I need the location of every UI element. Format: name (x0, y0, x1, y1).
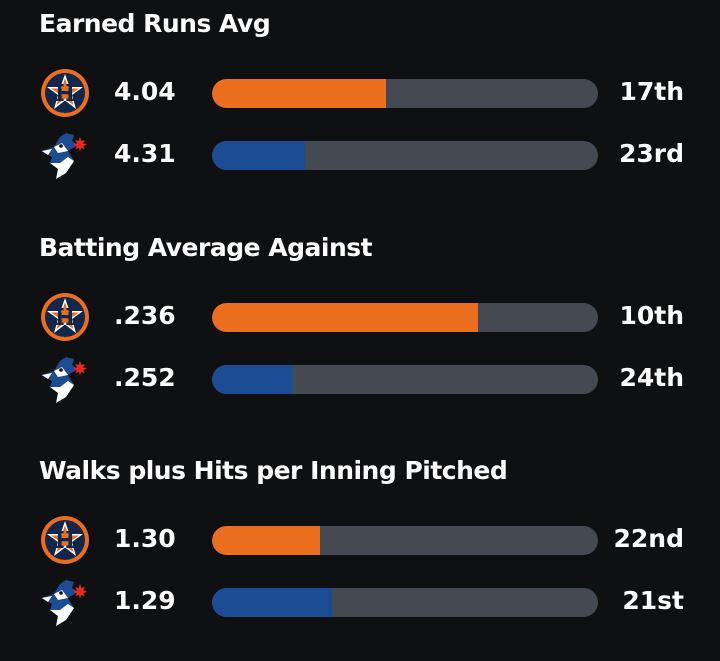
bar-track (212, 141, 598, 170)
bluejays-logo-icon (38, 353, 92, 405)
league-rank: 10th (619, 301, 684, 330)
bar-fill (212, 141, 305, 170)
league-rank: 21st (622, 586, 684, 615)
stat-value: 4.31 (114, 139, 176, 168)
team-row-bluejays: 1.29 21st (0, 574, 720, 630)
team-row-astros: .236 10th (0, 289, 720, 345)
bar-track (212, 303, 598, 332)
bar-track (212, 365, 598, 394)
bar-fill (212, 79, 386, 108)
bar-fill (212, 526, 320, 555)
stat-title: Earned Runs Avg (39, 9, 271, 38)
stat-value: 4.04 (114, 77, 176, 106)
team-row-bluejays: 4.31 23rd (0, 127, 720, 183)
bar-fill (212, 588, 332, 617)
stat-title: Walks plus Hits per Inning Pitched (39, 456, 508, 485)
league-rank: 24th (619, 363, 684, 392)
stat-value: .252 (114, 363, 176, 392)
bluejays-logo-icon (38, 576, 92, 628)
league-rank: 22nd (613, 524, 684, 553)
team-row-bluejays: .252 24th (0, 351, 720, 407)
stat-title: Batting Average Against (39, 233, 373, 262)
bar-track (212, 526, 598, 555)
astros-logo-icon (38, 67, 92, 119)
league-rank: 17th (619, 77, 684, 106)
bar-fill (212, 303, 478, 332)
team-row-astros: 4.04 17th (0, 65, 720, 121)
stat-value: 1.30 (114, 524, 176, 553)
stat-value: .236 (114, 301, 176, 330)
bar-track (212, 79, 598, 108)
astros-logo-icon (38, 291, 92, 343)
league-rank: 23rd (618, 139, 684, 168)
bluejays-logo-icon (38, 129, 92, 181)
bar-fill (212, 365, 293, 394)
stat-value: 1.29 (114, 586, 176, 615)
team-row-astros: 1.30 22nd (0, 512, 720, 568)
bar-track (212, 588, 598, 617)
astros-logo-icon (38, 514, 92, 566)
